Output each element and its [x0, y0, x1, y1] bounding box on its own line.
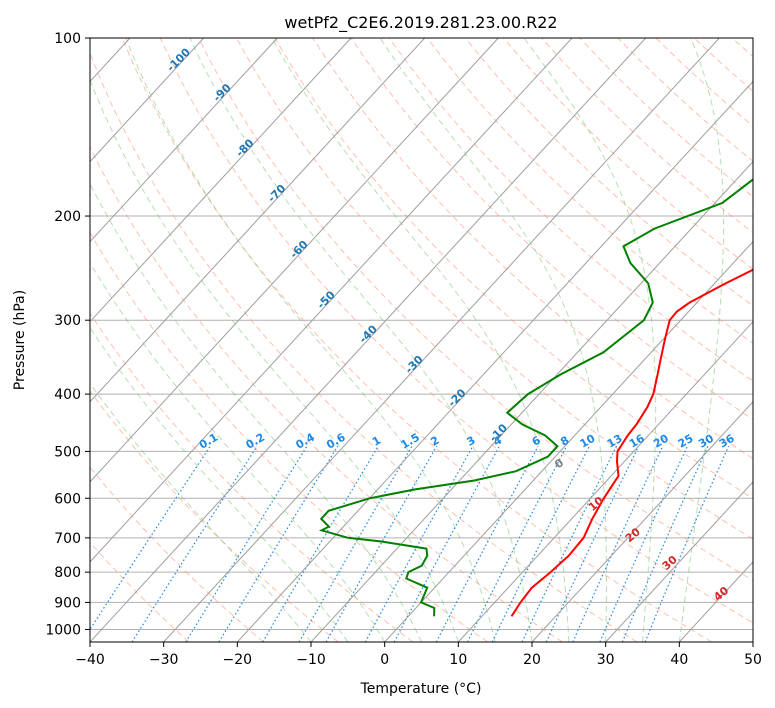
dry-adiabat-line [90, 466, 264, 642]
isotherm-line [90, 38, 352, 323]
moist-adiabat-line [90, 326, 349, 642]
plot-frame [89, 37, 754, 643]
y-tick-label: 400 [54, 387, 81, 403]
plot-area [90, 38, 753, 642]
y-tick-label: 900 [54, 595, 81, 611]
dry-adiabat-line [274, 38, 753, 500]
isotherm-line [90, 38, 205, 163]
temperature-line [510, 268, 753, 617]
isotherm-line [310, 160, 753, 642]
x-tick-label: 40 [670, 652, 688, 668]
y-tick-label: 100 [54, 31, 81, 47]
y-tick-label: 200 [54, 209, 81, 225]
y-tick-label: 600 [54, 491, 81, 507]
moist-adiabat-line [678, 38, 724, 642]
moist-adiabat-line [189, 38, 533, 642]
moist-adiabats [90, 38, 724, 642]
isotherm-line [457, 320, 753, 642]
y-axis-ticks: 100 200 300 400 500 600 700 800 900 1000 [45, 31, 90, 638]
dry-adiabat-line [312, 38, 753, 460]
skewed-isotherms [90, 38, 753, 642]
dry-adiabat-line [159, 38, 753, 624]
isotherm-line [531, 401, 753, 642]
x-tick-label: −20 [223, 652, 253, 668]
x-tick-label: −10 [296, 652, 326, 668]
mixing-ratio-line [185, 445, 308, 642]
mixing-ratio-line [131, 445, 258, 642]
chart-title: wetPf2_C2E6.2019.281.23.00.R22 [284, 13, 557, 33]
dry-adiabat-line [90, 231, 488, 642]
pressure-gridlines [90, 38, 753, 630]
dry-adiabat-line [236, 38, 753, 540]
moist-adiabat-line [90, 182, 422, 642]
x-tick-label: −30 [149, 652, 179, 668]
mixing-ratio-line [599, 445, 688, 642]
x-tick-label: 10 [449, 652, 467, 668]
dry-adiabat-line [90, 145, 563, 642]
x-tick-label: 20 [523, 652, 541, 668]
mixing-ratio-line [491, 445, 590, 642]
isotherm-line [90, 38, 647, 642]
dry-adiabat-line [121, 38, 712, 642]
x-tick-label: 30 [597, 652, 615, 668]
mixing-ratio-line [90, 445, 211, 631]
y-tick-label: 800 [54, 565, 81, 581]
mixing-ratio-line [218, 445, 339, 642]
sounding-series [318, 178, 753, 617]
dry-adiabat-line [350, 38, 753, 421]
isotherm-line [90, 38, 573, 563]
x-tick-label: 0 [380, 652, 389, 668]
mixing-ratio-line [435, 445, 539, 642]
y-tick-label: 500 [54, 444, 81, 460]
dry-adiabat-line [90, 541, 190, 642]
isotherm-line [90, 38, 499, 483]
y-tick-label: 300 [54, 313, 81, 329]
moist-adiabat-line [90, 78, 459, 642]
isotherm-line [90, 38, 426, 403]
mixing-ratio-line [521, 445, 618, 642]
dry-adiabat-line [198, 38, 753, 582]
isotherm-line [236, 80, 753, 642]
y-tick-label: 1000 [45, 622, 81, 638]
mixing-ratio-line [364, 445, 474, 642]
isotherm-line [90, 38, 278, 243]
dry-adiabat-line [426, 38, 753, 344]
x-axis-ticks: −40 −30 −20 −10 0 10 20 30 40 50 [75, 642, 762, 668]
moist-adiabat-line [271, 38, 570, 642]
dewpoint-line [318, 178, 753, 617]
mixing-ratio-line [621, 445, 709, 642]
mixing-ratio-line [466, 445, 568, 642]
dry-adiabat-line [90, 51, 638, 642]
x-axis-title: Temperature (°C) [360, 681, 482, 697]
isotherm-line [605, 481, 753, 642]
y-axis-title: Pressure (hPa) [12, 290, 28, 390]
moist-adiabat-line [125, 38, 496, 642]
moist-adiabat-line [379, 38, 607, 642]
isotherm-line [163, 38, 720, 642]
dry-adiabat-line [388, 38, 753, 382]
dry-adiabats [90, 38, 753, 642]
mixing-ratio-line [262, 445, 379, 642]
y-tick-label: 700 [54, 531, 81, 547]
x-tick-label: 50 [744, 652, 762, 668]
isotherm-line [384, 240, 753, 642]
x-tick-label: −40 [75, 652, 105, 668]
